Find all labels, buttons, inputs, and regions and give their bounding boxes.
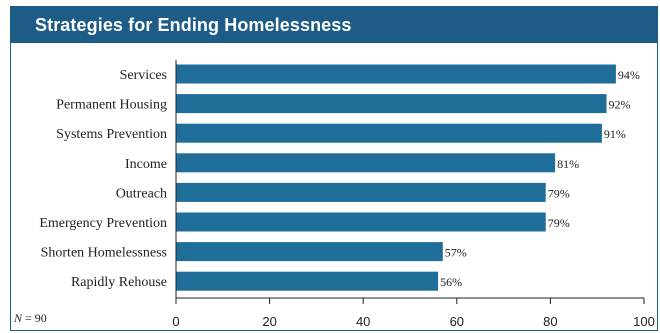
bar-2 — [176, 123, 602, 143]
category-label-0: Services — [120, 68, 167, 83]
bar-5 — [176, 212, 546, 232]
x-tick-label-1: 20 — [262, 314, 276, 329]
value-label-2: 91% — [604, 127, 626, 141]
bar-4 — [176, 182, 546, 202]
chart-title: Strategies for Ending Homelessness — [35, 15, 352, 35]
category-label-3: Income — [125, 157, 167, 172]
value-label-1: 92% — [609, 98, 631, 112]
value-label-5: 79% — [548, 216, 570, 230]
category-label-1: Permanent Housing — [56, 98, 167, 113]
value-label-7: 56% — [440, 275, 462, 289]
x-tick-label-5: 100 — [633, 314, 655, 329]
bar-3 — [176, 153, 556, 173]
value-label-4: 79% — [548, 186, 570, 200]
category-label-4: Outreach — [116, 186, 167, 201]
value-label-6: 57% — [445, 246, 467, 260]
category-label-6: Shorten Homelessness — [41, 246, 167, 261]
value-label-0: 94% — [618, 68, 640, 82]
bar-6 — [176, 242, 443, 262]
sample-size-note: N = 90 — [14, 311, 47, 326]
bar-7 — [176, 271, 439, 291]
sample-size-value: = 90 — [25, 311, 47, 325]
x-tick-label-3: 60 — [450, 314, 464, 329]
sample-size-label: N — [14, 311, 23, 325]
bar-0 — [176, 64, 616, 84]
category-label-7: Rapidly Rehouse — [71, 275, 167, 290]
x-tick-label-4: 80 — [543, 314, 557, 329]
bar-1 — [176, 94, 607, 114]
title-bar: Strategies for Ending Homelessness — [11, 7, 657, 43]
value-label-3: 81% — [557, 157, 579, 171]
category-label-5: Emergency Prevention — [39, 216, 167, 231]
category-label-2: Systems Prevention — [56, 127, 167, 142]
x-tick-label-2: 40 — [356, 314, 370, 329]
x-tick-label-0: 0 — [172, 314, 179, 329]
